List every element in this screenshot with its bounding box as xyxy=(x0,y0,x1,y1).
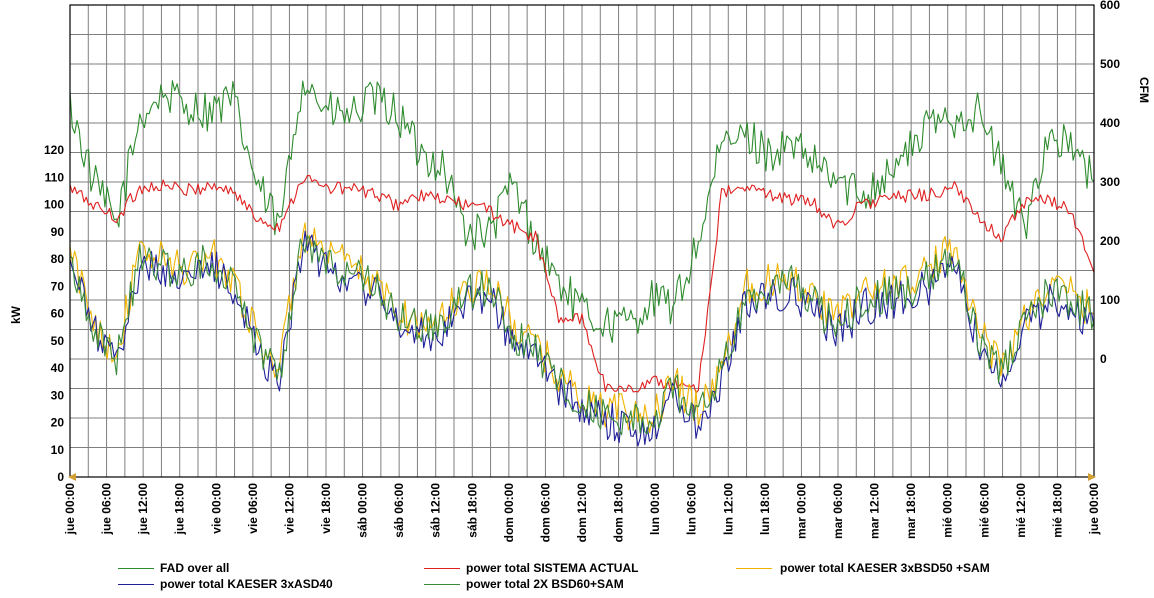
y-tick-left: 10 xyxy=(51,443,65,457)
x-tick-label: sáb 00:00 xyxy=(356,483,370,538)
axis-arrow-left xyxy=(68,473,76,481)
y-tick-left: 120 xyxy=(44,143,64,157)
y-tick-right: 600 xyxy=(1100,0,1120,12)
x-tick-label: mar 12:00 xyxy=(868,483,882,539)
x-tick-label: lun 12:00 xyxy=(721,483,735,535)
axis-arrow-right xyxy=(1088,473,1096,481)
x-tick-label: vie 00:00 xyxy=(209,483,223,534)
x-tick-label: lun 06:00 xyxy=(685,483,699,535)
y-tick-right: 0 xyxy=(1100,352,1107,366)
x-tick-label: mar 00:00 xyxy=(794,483,808,539)
x-tick-label: sáb 06:00 xyxy=(392,483,406,538)
series-line-2 xyxy=(69,222,1095,433)
x-tick-label: mié 18:00 xyxy=(1050,483,1064,538)
x-tick-label: dom 12:00 xyxy=(575,483,589,543)
plot-frame xyxy=(69,4,1095,478)
x-tick-label: jue 00:00 xyxy=(63,483,77,536)
y-axis-label-right: CFM xyxy=(1137,77,1151,103)
y-tick-left: 80 xyxy=(51,252,65,266)
y-tick-left: 0 xyxy=(57,470,64,484)
y-tick-right: 200 xyxy=(1100,234,1120,248)
y-tick-left: 60 xyxy=(51,307,65,321)
y-tick-left: 110 xyxy=(45,170,65,184)
y-tick-left: 70 xyxy=(51,279,65,293)
x-tick-label: sáb 18:00 xyxy=(465,483,479,538)
x-tick-label: mié 06:00 xyxy=(977,483,991,538)
x-tick-label: jue 18:00 xyxy=(173,483,187,536)
x-tick-label: lun 18:00 xyxy=(758,483,772,535)
y-tick-left: 30 xyxy=(51,388,65,402)
y-tick-left: 40 xyxy=(51,361,65,375)
y-axis-label-left: kW xyxy=(9,305,23,324)
series-line-0 xyxy=(69,80,1095,344)
x-tick-label: vie 12:00 xyxy=(282,483,296,534)
y-tick-right: 500 xyxy=(1100,57,1120,71)
y-tick-left: 20 xyxy=(51,416,65,430)
y-tick-left: 50 xyxy=(51,334,65,348)
axes: 0 10 20 30 40 50 60 70 80 90 100 110 120 0 100 200 300 40… xyxy=(44,0,1120,542)
grid xyxy=(69,4,1095,478)
x-tick-label: jue 12:00 xyxy=(136,483,150,536)
x-tick-label: vie 18:00 xyxy=(319,483,333,534)
x-tick-label: jue 06:00 xyxy=(100,483,114,536)
x-tick-label: dom 18:00 xyxy=(612,483,626,543)
series-line-1 xyxy=(69,174,1095,394)
series-layer xyxy=(69,80,1095,447)
y-tick-right: 300 xyxy=(1100,175,1120,189)
y-tick-right: 100 xyxy=(1100,293,1120,307)
x-tick-label: mar 06:00 xyxy=(831,483,845,539)
x-tick-label: dom 00:00 xyxy=(502,483,516,543)
x-tick-label: vie 06:00 xyxy=(246,483,260,534)
y-tick-left: 100 xyxy=(44,198,64,212)
x-tick-label: lun 00:00 xyxy=(648,483,662,535)
x-tick-label: sáb 12:00 xyxy=(429,483,443,538)
x-tick-label: mié 00:00 xyxy=(941,483,955,538)
x-tick-label: mar 18:00 xyxy=(904,483,918,539)
x-tick-label: jue 00:00 xyxy=(1087,483,1101,536)
x-tick-label: mié 12:00 xyxy=(1014,483,1028,538)
x-tick-label: dom 06:00 xyxy=(538,483,552,543)
series-line-4 xyxy=(69,234,1095,436)
y-tick-right: 400 xyxy=(1100,116,1120,130)
y-tick-left: 90 xyxy=(51,225,65,239)
